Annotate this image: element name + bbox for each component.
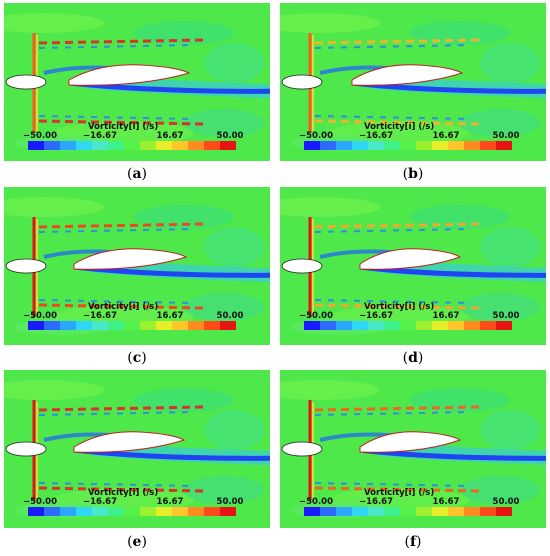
colorbar-d: Vorticity[i] (/s) −50.00 −16.67 16.67 50.00 — [280, 302, 546, 342]
caption-b: (b) — [402, 166, 424, 182]
colorbar-title: Vorticity[i] (/s) — [88, 302, 159, 312]
colorbar-gradient — [28, 141, 236, 150]
colorbar-tick-label: −16.67 — [82, 497, 118, 507]
caption-a: (a) — [126, 166, 147, 182]
colorbar-tick-label: 50.00 — [216, 497, 244, 507]
caption-d: (d) — [402, 350, 424, 366]
colorbar-tick-label: −50.00 — [22, 131, 58, 141]
vorticity-panel-f — [280, 370, 546, 528]
colorbar-tick-label: 50.00 — [216, 311, 244, 321]
colorbar-title: Vorticity[i] (/s) — [88, 122, 159, 132]
colorbar-f: Vorticity[i] (/s) −50.00 −16.67 16.67 50.00 — [280, 488, 546, 528]
colorbar-tick-label: 16.67 — [432, 497, 460, 507]
colorbar-tick-label: 50.00 — [492, 311, 520, 321]
colorbar-tick-label: 16.67 — [156, 131, 184, 141]
colorbar-title: Vorticity[i] (/s) — [364, 488, 435, 498]
colorbar-title: Vorticity[i] (/s) — [364, 122, 435, 132]
colorbar-title: Vorticity[i] (/s) — [364, 302, 435, 312]
vorticity-panel-c — [4, 187, 270, 345]
caption-e: (e) — [127, 534, 147, 550]
colorbar-gradient — [28, 321, 236, 330]
colorbar-tick-label: 16.67 — [156, 311, 184, 321]
vorticity-panel-e — [4, 370, 270, 528]
colorbar-tick-label: 16.67 — [432, 311, 460, 321]
caption-f: (f) — [404, 534, 422, 550]
colorbar-tick-label: −16.67 — [358, 311, 394, 321]
colorbar-gradient — [304, 141, 512, 150]
colorbar-tick-label: 50.00 — [492, 131, 520, 141]
colorbar-gradient — [304, 321, 512, 330]
colorbar-tick-label: 50.00 — [492, 497, 520, 507]
colorbar-tick-label: 16.67 — [156, 497, 184, 507]
colorbar-tick-label: 50.00 — [216, 131, 244, 141]
vorticity-panel-b — [280, 3, 546, 161]
colorbar-tick-label: −16.67 — [358, 497, 394, 507]
colorbar-tick-label: −16.67 — [82, 131, 118, 141]
colorbar-gradient — [28, 507, 236, 516]
colorbar-c: Vorticity[i] (/s) −50.00 −16.67 16.67 50.00 — [4, 302, 270, 342]
colorbar-tick-label: −50.00 — [298, 131, 334, 141]
caption-c: (c) — [127, 350, 147, 366]
colorbar-e: Vorticity[i] (/s) −50.00 −16.67 16.67 50.00 — [4, 488, 270, 528]
colorbar-tick-label: −50.00 — [22, 311, 58, 321]
colorbar-tick-label: 16.67 — [432, 131, 460, 141]
colorbar-a: Vorticity[i] (/s) −50.00 −16.67 16.67 50.00 — [4, 122, 270, 162]
colorbar-title: Vorticity[i] (/s) — [88, 488, 159, 498]
colorbar-tick-label: −16.67 — [358, 131, 394, 141]
colorbar-gradient — [304, 507, 512, 516]
colorbar-b: Vorticity[i] (/s) −50.00 −16.67 16.67 50.00 — [280, 122, 546, 162]
colorbar-tick-label: −50.00 — [298, 311, 334, 321]
colorbar-tick-label: −50.00 — [22, 497, 58, 507]
colorbar-tick-label: −50.00 — [298, 497, 334, 507]
colorbar-tick-label: −16.67 — [82, 311, 118, 321]
